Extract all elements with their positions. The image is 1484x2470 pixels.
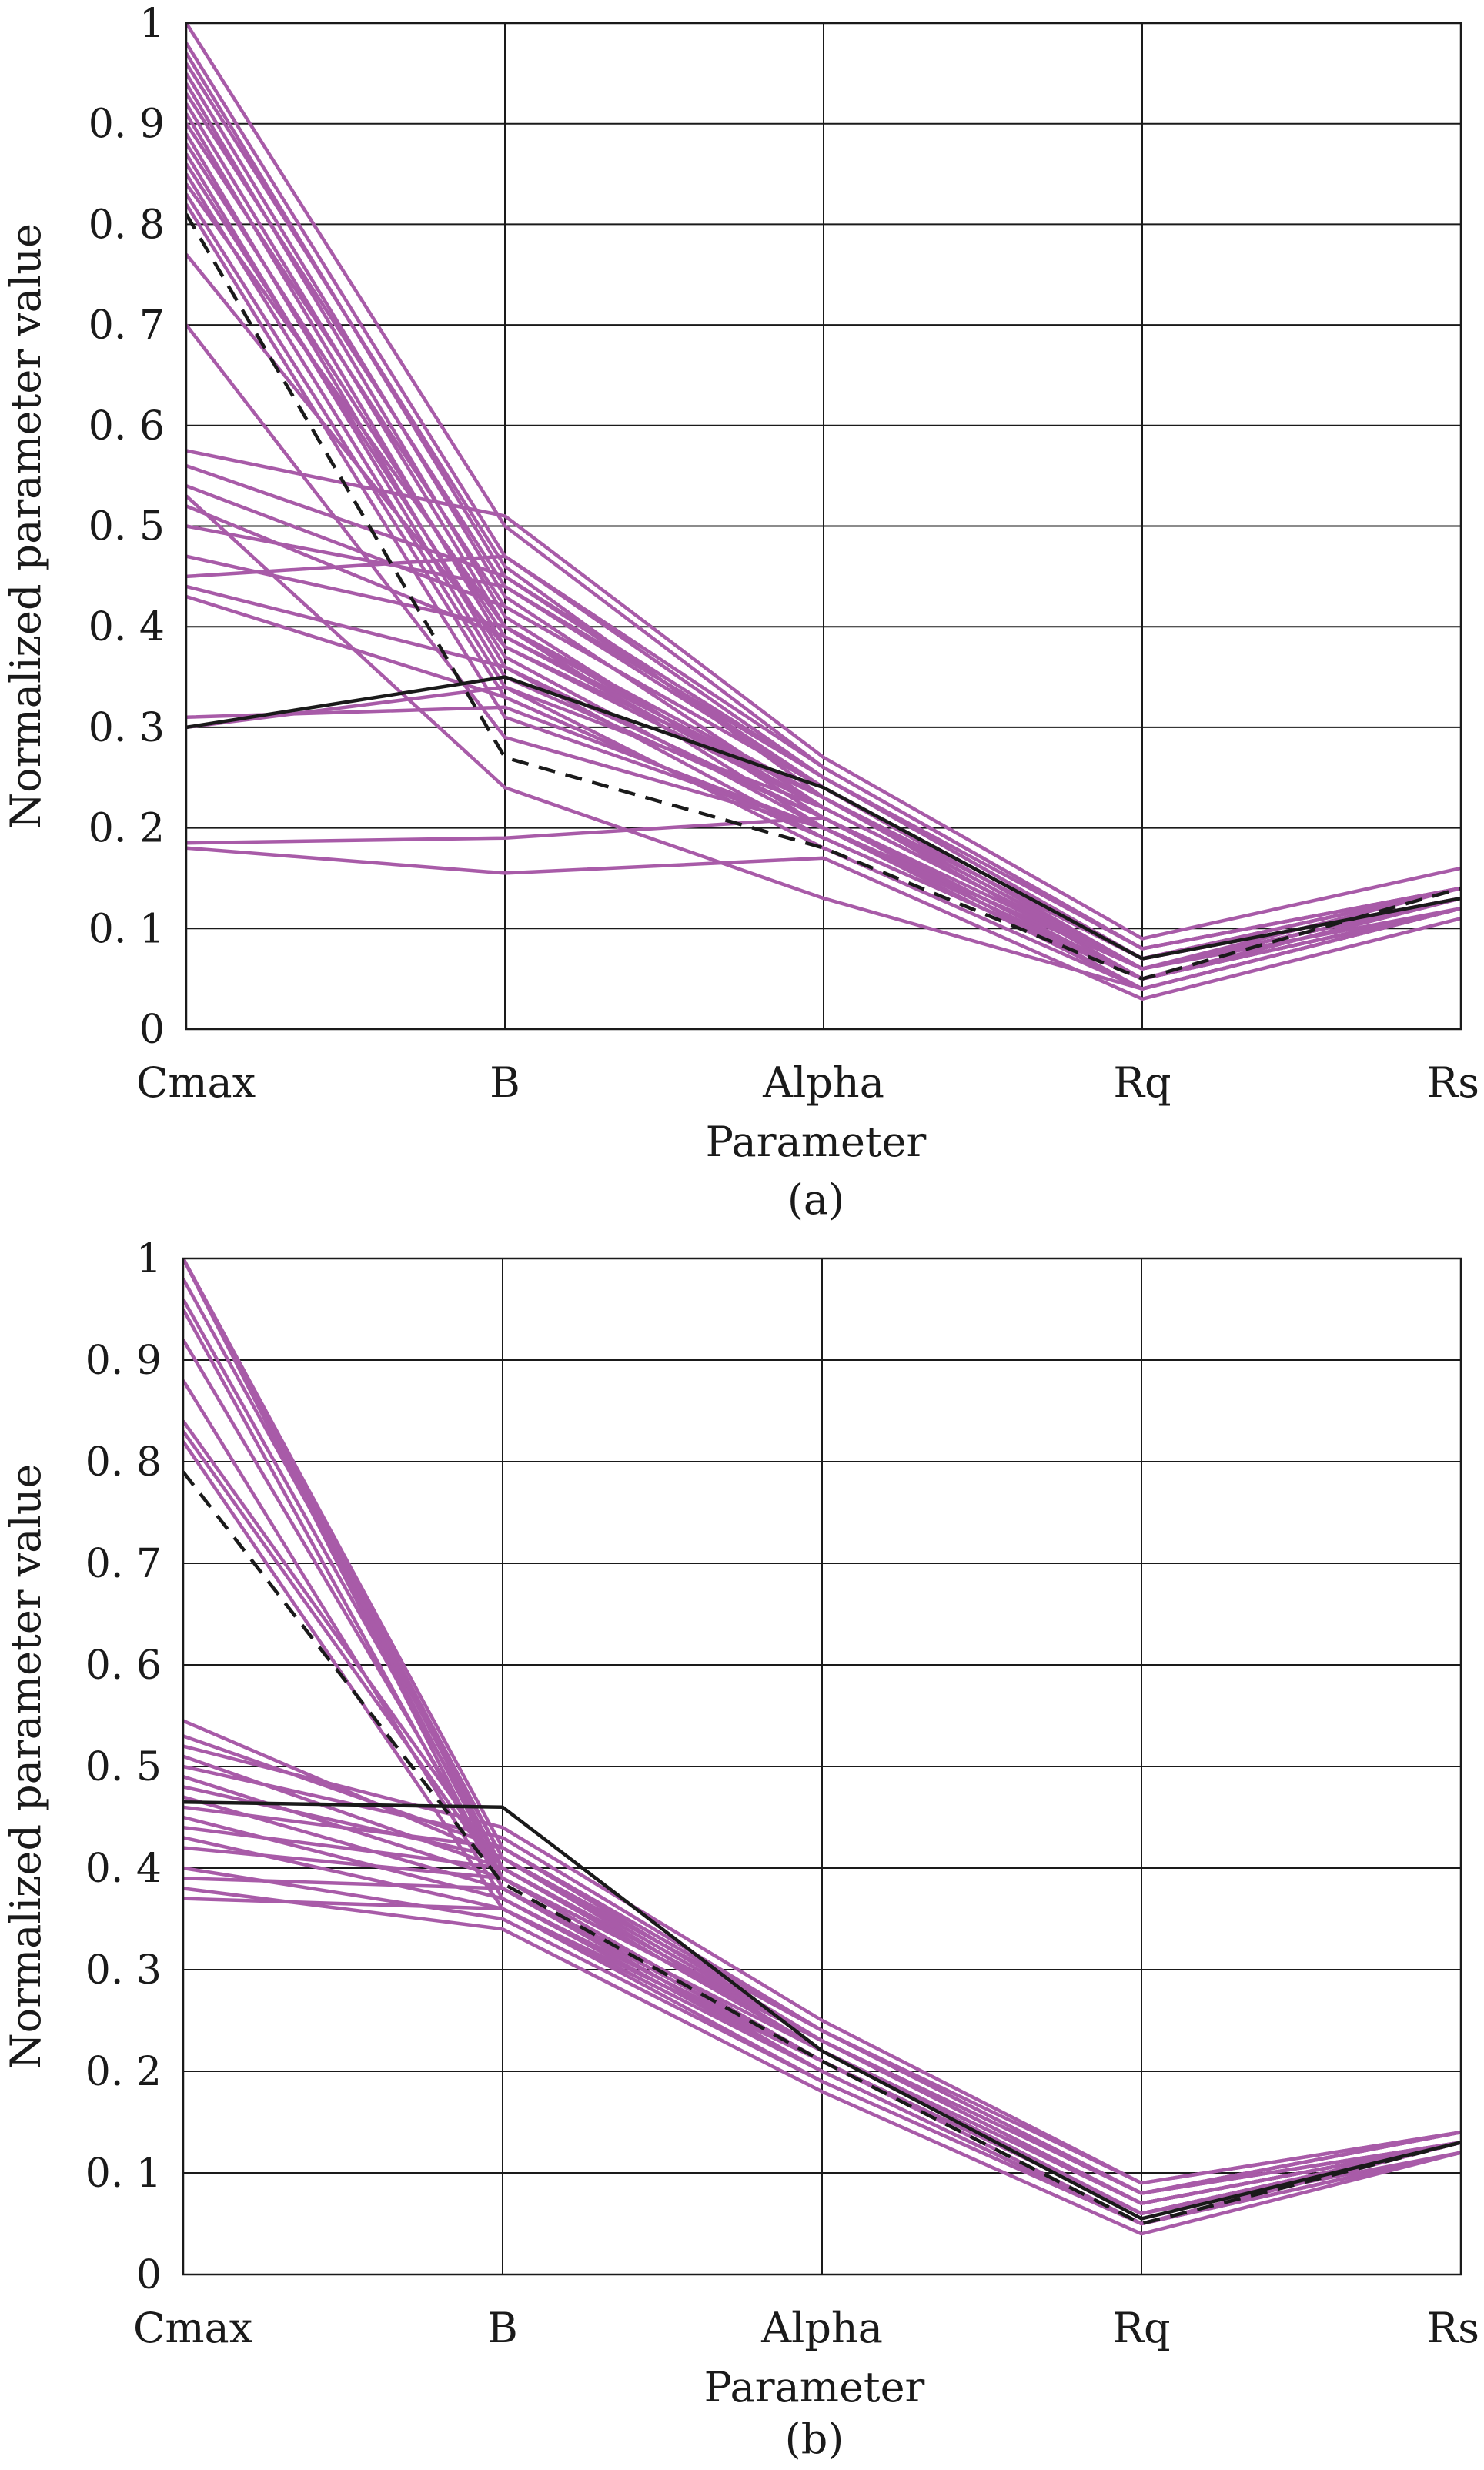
- y-tick-label: 0. 7: [89, 302, 165, 349]
- trial-line: [186, 846, 1462, 1001]
- trial-line: [186, 449, 1462, 941]
- x-axis-label: Parameter: [704, 2363, 925, 2412]
- y-tick-label: 1: [139, 1, 165, 47]
- plot-frame: [185, 22, 1462, 1031]
- dashed-reference-line: [182, 1470, 1462, 2226]
- dashed-reference-line: [185, 213, 1462, 981]
- y-tick-label: 0. 2: [89, 806, 165, 852]
- solid-reference-line: [186, 675, 1462, 961]
- y-tick-label: 0. 4: [85, 1846, 162, 1892]
- y-tick-label: 0. 5: [89, 504, 165, 550]
- y-tick-label: 0. 7: [85, 1541, 162, 1587]
- y-tick-label: 0. 2: [85, 2049, 162, 2095]
- panel-caption: (b): [785, 2415, 844, 2463]
- panel-caption: (a): [787, 1175, 844, 1224]
- y-axis-label: Normalized parameter value: [2, 223, 50, 829]
- y-tick-label: 0. 1: [85, 2151, 162, 2197]
- y-tick-label: 0. 8: [85, 1439, 162, 1486]
- trial-lines: [181, 1257, 1462, 2236]
- y-tick-label: 0. 4: [89, 604, 165, 650]
- trial-line: [182, 1744, 1462, 2185]
- x-category-label: Alpha: [762, 1058, 884, 1107]
- x-category-label: B: [487, 2304, 518, 2352]
- y-tick-label: 0: [139, 1007, 165, 1053]
- y-tick-label: 0. 5: [85, 1744, 162, 1790]
- trial-line: [185, 494, 1462, 991]
- x-category-label: Cmax: [133, 2304, 252, 2352]
- trial-line: [186, 816, 1462, 971]
- x-category-label: Cmax: [136, 1058, 256, 1107]
- y-tick-label: 0. 9: [85, 1338, 162, 1384]
- trial-line: [182, 1866, 1462, 2226]
- x-category-label: Rq: [1113, 1058, 1171, 1107]
- plot-frame: [182, 1257, 1462, 2276]
- trial-line: [182, 1897, 1462, 2216]
- trial-line: [182, 1887, 1462, 2236]
- chart-panel-b: 0 0. 1 0. 2 0. 3 0. 4 0. 5 0. 6 0. 7 0. 8 0. 9 1 Cm…: [2, 1236, 1479, 2463]
- y-tick-label: 0. 6: [89, 403, 165, 450]
- x-category-label: Alpha: [760, 2304, 883, 2352]
- y-tick-label: 1: [136, 1236, 162, 1282]
- y-tick-label: 0. 3: [85, 1947, 162, 1994]
- trial-line: [186, 594, 1462, 981]
- trial-line: [182, 1805, 1462, 2195]
- y-tick-label: 0. 6: [85, 1643, 162, 1689]
- x-category-label: Rq: [1112, 2304, 1170, 2352]
- chart-panel-a: 0 0. 1 0. 2 0. 3 0. 4 0. 5 0. 6 0. 7 0. 8 0. 9 1 Cm…: [2, 1, 1479, 1224]
- y-tick-label: 0. 1: [89, 906, 165, 952]
- x-category-label: B: [490, 1058, 520, 1107]
- trial-line: [182, 1846, 1462, 2205]
- trial-line: [186, 554, 1462, 951]
- y-tick-label: 0. 8: [89, 202, 165, 248]
- y-tick-label: 0. 3: [89, 705, 165, 751]
- y-tick-label: 0: [136, 2252, 162, 2298]
- x-axis-label: Parameter: [706, 1118, 927, 1166]
- y-axis-label: Normalized parameter value: [2, 1464, 50, 2070]
- x-category-label: Rs: [1427, 2304, 1479, 2352]
- solid-reference-line: [182, 1800, 1462, 2221]
- trial-lines: [185, 22, 1462, 1001]
- x-category-label: Rs: [1427, 1058, 1479, 1107]
- y-tick-label: 0. 9: [89, 102, 165, 148]
